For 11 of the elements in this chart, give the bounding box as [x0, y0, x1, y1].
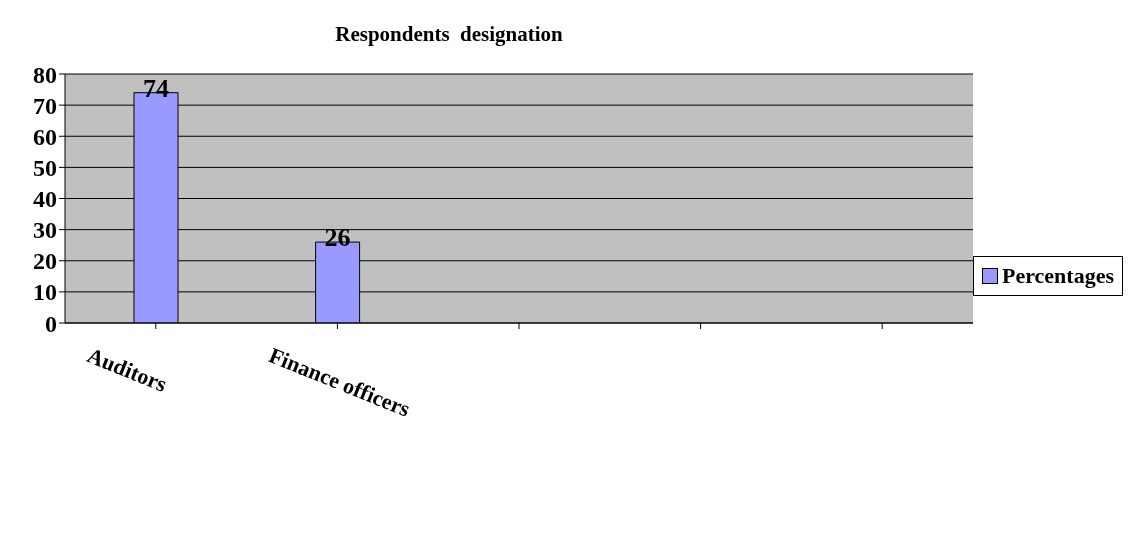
chart-title: Respondents designation: [334, 22, 564, 47]
y-tick-label: 60: [33, 123, 57, 150]
y-tick-label: 30: [33, 217, 57, 244]
y-tick-label: 0: [45, 310, 57, 337]
y-tick-label: 70: [33, 92, 57, 119]
y-tick-label: 20: [33, 248, 57, 275]
y-tick-label: 50: [33, 154, 57, 181]
y-tick-label: 40: [33, 186, 57, 213]
y-tick-label: 80: [33, 61, 57, 88]
y-tick-label: 10: [33, 279, 57, 306]
legend-label: Percentages: [1002, 262, 1114, 289]
